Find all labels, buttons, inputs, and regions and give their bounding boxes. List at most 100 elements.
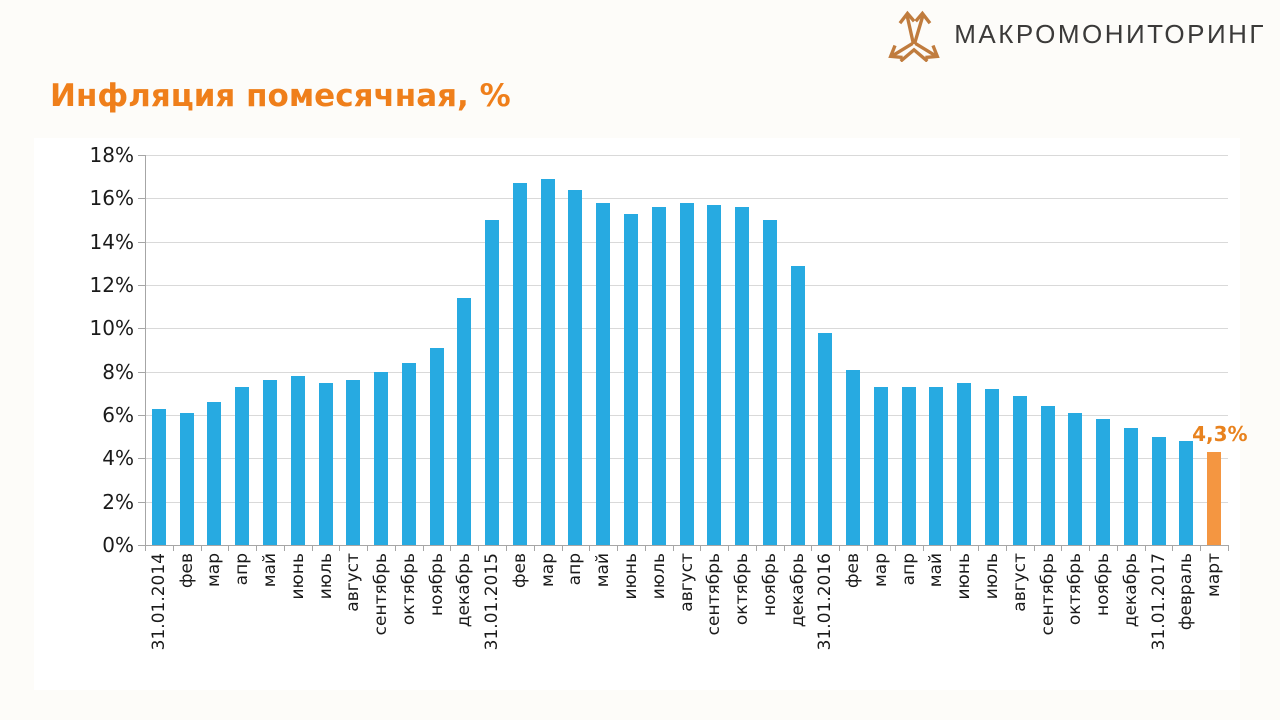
x-axis-tick-label: 31.01.2017 <box>1148 553 1169 651</box>
bar <box>207 402 222 545</box>
bar <box>318 382 333 545</box>
y-axis-tick <box>138 328 145 330</box>
x-axis-tick <box>644 545 646 551</box>
y-axis-tick-label: 8% <box>102 359 134 384</box>
x-axis-tick-label: ноябрь <box>759 553 780 617</box>
y-axis-tick-label: 14% <box>89 229 134 254</box>
x-axis-tick-label: фев <box>843 553 864 589</box>
x-axis-tick <box>506 545 507 551</box>
x-axis-tick-label: 31.01.2016 <box>815 553 836 651</box>
bar <box>846 369 861 545</box>
x-axis-tick <box>1005 545 1007 551</box>
x-axis-tick <box>672 545 674 551</box>
x-axis-tick <box>811 545 813 551</box>
x-axis-tick-label: сентябрь <box>1037 553 1058 636</box>
x-axis-tick-label: сентябрь <box>704 553 725 636</box>
x-axis-tick <box>339 545 341 551</box>
bar <box>151 408 166 545</box>
x-axis-line <box>145 545 1228 546</box>
x-axis-tick-label: фев <box>509 553 530 589</box>
x-axis-tick <box>1033 545 1035 551</box>
bar <box>873 386 888 545</box>
x-axis-tick-label: ноябрь <box>426 553 447 617</box>
y-axis-tick <box>138 501 145 503</box>
bar <box>1151 436 1166 545</box>
bar <box>540 178 555 545</box>
x-axis-tick <box>450 545 452 551</box>
gridline <box>145 198 1228 200</box>
bar <box>512 183 527 545</box>
bar <box>1207 451 1222 545</box>
x-axis-tick-label: август <box>1009 553 1030 612</box>
x-axis-tick-label: июнь <box>954 553 975 600</box>
macromonitoring-logo-icon <box>886 6 942 62</box>
bar <box>346 380 361 545</box>
x-axis-tick <box>228 545 230 551</box>
y-axis-tick <box>138 285 145 286</box>
y-axis-tick <box>138 371 145 373</box>
bar <box>707 204 722 545</box>
bar <box>901 386 916 545</box>
x-axis-tick-label: июнь <box>287 553 308 600</box>
x-axis-tick <box>1144 545 1146 551</box>
x-axis-tick-label: мар <box>537 553 558 588</box>
x-axis-tick-label: сентябрь <box>371 553 392 636</box>
x-axis-tick <box>894 545 896 551</box>
x-axis-tick-label: декабрь <box>787 553 808 628</box>
x-axis-tick <box>755 545 757 551</box>
x-axis-tick <box>533 545 535 551</box>
gridline <box>145 155 1228 156</box>
y-axis-tick <box>138 198 145 200</box>
bar <box>1096 419 1111 545</box>
logo-text: МАКРОМОНИТОРИНГ <box>954 18 1266 49</box>
x-axis-tick-label: август <box>343 553 364 612</box>
y-axis-tick-label: 0% <box>102 533 134 557</box>
x-axis-tick-label: август <box>676 553 697 612</box>
x-axis-tick <box>950 545 952 551</box>
bar <box>1123 428 1138 545</box>
bar <box>429 347 444 545</box>
x-axis-tick-label: июль <box>981 553 1002 600</box>
bar <box>762 220 777 545</box>
x-axis-tick-label: декабрь <box>1120 553 1141 628</box>
bar <box>262 380 277 545</box>
page-title: Инфляция помесячная, % <box>50 78 511 114</box>
y-axis-tick-label: 18% <box>89 143 134 167</box>
y-axis-line <box>145 155 146 545</box>
y-axis-tick <box>138 545 145 546</box>
x-axis-tick <box>1228 545 1229 551</box>
y-axis-tick-label: 12% <box>89 273 134 297</box>
bar <box>457 298 472 545</box>
x-axis-tick <box>617 545 619 551</box>
x-axis-tick <box>867 545 868 551</box>
x-axis-tick <box>839 545 841 551</box>
x-axis-tick <box>700 545 702 551</box>
x-axis-tick-label: апр <box>898 553 919 586</box>
x-axis-tick-label: июль <box>648 553 669 600</box>
x-axis-tick <box>561 545 563 551</box>
bar <box>929 386 944 545</box>
bar <box>818 332 833 545</box>
x-axis-tick <box>172 545 174 551</box>
x-axis-tick <box>478 545 480 551</box>
y-axis-tick-label: 16% <box>89 186 134 211</box>
y-axis-tick <box>138 458 145 460</box>
bar <box>568 189 583 545</box>
x-axis-tick-label: май <box>926 553 947 588</box>
x-axis-tick <box>256 545 258 551</box>
x-axis-tick-label: февраль <box>1176 553 1197 631</box>
y-axis-tick <box>138 155 145 156</box>
x-axis-tick <box>922 545 924 551</box>
y-axis-tick-label: 6% <box>102 403 134 427</box>
x-axis-tick-label: 31.01.2015 <box>482 553 503 651</box>
x-axis-tick-label: апр <box>565 553 586 586</box>
x-axis-tick <box>1200 545 1202 551</box>
bar <box>984 389 999 545</box>
x-axis-tick <box>589 545 591 551</box>
x-axis-tick-label: 31.01.2014 <box>148 553 169 651</box>
macromonitoring-logo: МАКРОМОНИТОРИНГ <box>886 6 1266 62</box>
y-axis-tick-label: 2% <box>102 489 134 514</box>
bar <box>401 363 416 545</box>
bar <box>596 202 611 545</box>
x-axis-tick-label: декабрь <box>454 553 475 628</box>
